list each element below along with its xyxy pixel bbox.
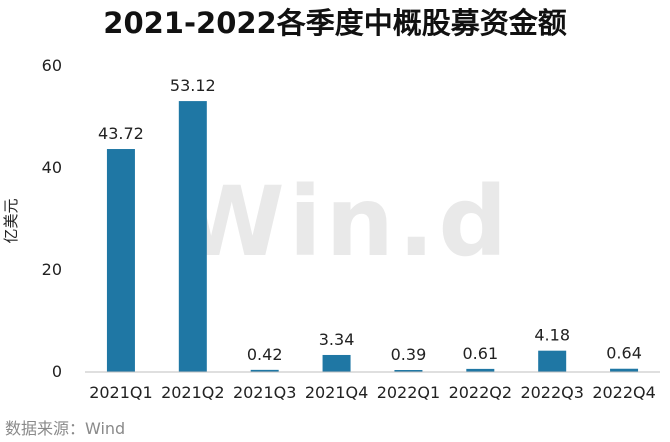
x-tick-label: 2021Q1 [89,383,153,402]
data-label: 53.12 [170,76,216,95]
bar [610,368,639,372]
x-axis-ticks: 2021Q1 2021Q2 2021Q3 2021Q4 2022Q1 2022Q2 2022… [89,383,656,402]
y-axis-ticks: 0 20 40 60 [42,56,62,381]
chart-title: 2021-2022各季度中概股募资金额 [103,6,566,40]
bar [466,368,495,372]
data-labels: 43.72 53.12 0.42 3.34 0.39 0.61 4.18 0.64 [98,76,642,364]
y-axis-label: 亿美元 [2,198,20,243]
source-note: 数据来源：Wind [5,419,125,438]
x-tick-label: 2021Q2 [161,383,225,402]
x-tick-label: 2021Q3 [233,383,297,402]
x-tick-label: 2022Q4 [592,383,656,402]
bar [250,369,279,372]
bar [394,370,423,372]
bar [538,350,567,372]
x-tick-label: 2022Q2 [449,383,513,402]
bar [322,354,351,372]
data-label: 0.39 [391,345,427,364]
y-tick-label: 0 [52,362,62,381]
data-label: 0.61 [463,344,499,363]
bar [106,149,135,372]
data-label: 3.34 [319,330,355,349]
data-label: 43.72 [98,124,144,143]
bars [106,101,639,372]
data-label: 4.18 [534,326,570,345]
data-label: 0.64 [606,344,642,363]
y-tick-label: 40 [42,158,62,177]
bar [178,101,207,372]
x-tick-label: 2022Q1 [377,383,441,402]
y-tick-label: 60 [42,56,62,75]
x-tick-label: 2021Q4 [305,383,369,402]
data-label: 0.42 [247,345,283,364]
watermark-logo: Win.d [179,166,511,278]
y-tick-label: 20 [42,260,62,279]
x-tick-label: 2022Q3 [520,383,584,402]
